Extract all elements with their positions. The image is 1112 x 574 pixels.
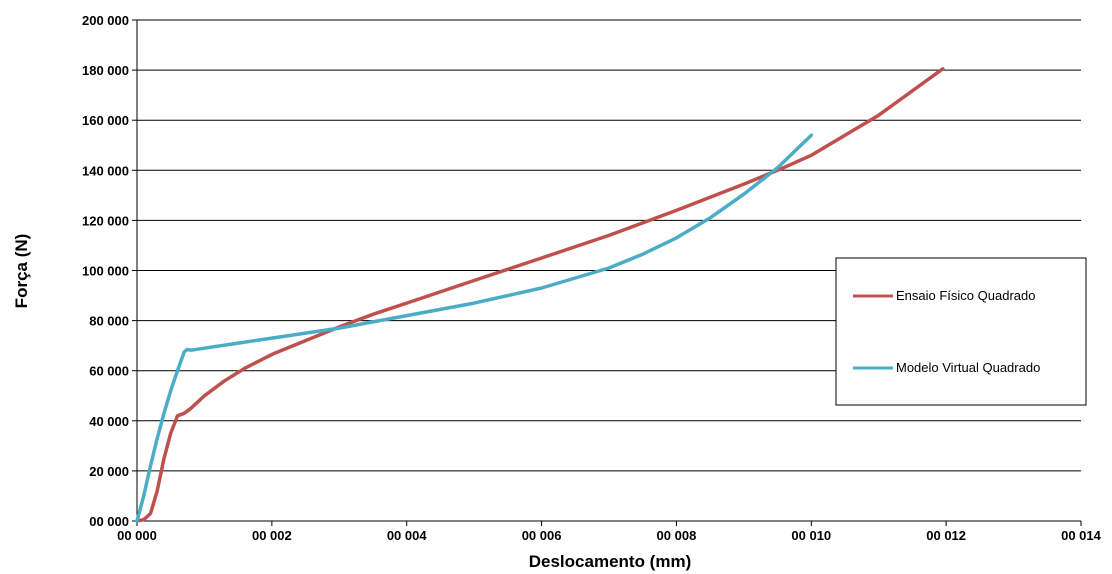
series-lines — [135, 67, 945, 523]
grid-lines — [137, 19, 1081, 472]
y-tick-label: 140 000 — [82, 163, 129, 178]
y-tick-label: 20 000 — [89, 464, 129, 479]
axes — [132, 19, 1082, 526]
y-tick-label: 100 000 — [82, 264, 129, 279]
series-line-modelo — [135, 133, 814, 523]
y-tick-label: 60 000 — [89, 364, 129, 379]
y-tick-label: 200 000 — [82, 13, 129, 28]
legend-label-modelo: Modelo Virtual Quadrado — [896, 360, 1040, 375]
y-tick-label: 00 000 — [89, 514, 129, 529]
y-tick-label: 120 000 — [82, 213, 129, 228]
x-tick-label: 00 000 — [117, 528, 157, 543]
x-tick-label: 00 008 — [657, 528, 697, 543]
x-tick-label: 00 010 — [791, 528, 831, 543]
y-axis-title: Força (N) — [12, 234, 31, 309]
y-tick-labels: 00 000 20 000 40 000 60 000 80 000 100 000 120… — [82, 13, 129, 529]
legend-box — [835, 257, 1087, 406]
y-tick-label: 40 000 — [89, 414, 129, 429]
y-tick-label: 180 000 — [82, 63, 129, 78]
x-tick-label: 00 002 — [252, 528, 292, 543]
legend-label-ensaio: Ensaio Físico Quadrado — [896, 288, 1035, 303]
x-tick-label: 00 014 — [1061, 528, 1102, 543]
x-tick-label: 00 004 — [387, 528, 428, 543]
series-line-ensaio — [135, 67, 945, 523]
x-tick-label: 00 012 — [926, 528, 966, 543]
legend: Ensaio Físico Quadrado Modelo Virtual Qu… — [835, 257, 1087, 406]
x-tick-labels: 00 000 00 002 00 004 00 006 00 008 00 010 00 0… — [117, 528, 1102, 543]
y-tick-label: 80 000 — [89, 314, 129, 329]
x-axis-title: Deslocamento (mm) — [529, 552, 691, 571]
x-tick-label: 00 006 — [522, 528, 562, 543]
y-tick-label: 160 000 — [82, 113, 129, 128]
